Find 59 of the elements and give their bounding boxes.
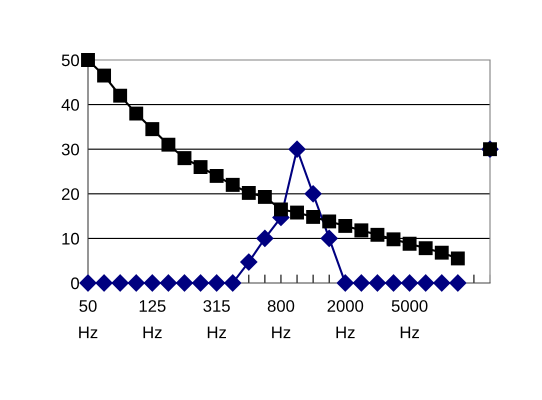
point [418,241,433,256]
point [368,274,386,292]
point [290,206,304,220]
point [322,214,336,228]
point [161,138,176,152]
x-tick-label: 50 Hz [79,300,98,338]
point [306,210,320,224]
point [320,230,338,247]
point [240,253,258,271]
point [224,274,242,292]
point [129,106,144,120]
x-tick-label: 5000 Hz [392,300,428,338]
point [402,236,417,251]
point [194,160,208,174]
point [226,178,240,192]
point [384,274,402,292]
x-tick-label: 2000 Hz [328,300,364,338]
y-tick-label: 30 [62,144,80,156]
point [336,274,354,292]
point [210,169,224,183]
point [208,274,226,292]
x-tick-label: 125 Hz [140,300,166,338]
point [192,274,210,292]
point [242,186,256,200]
point [81,53,95,67]
point [178,151,192,166]
point [97,68,112,83]
point [370,228,384,242]
point [449,274,466,292]
point [160,274,177,292]
point [79,274,97,292]
point [113,88,128,103]
point [258,190,272,204]
point [112,274,129,292]
x-tick-label: 315 Hz [203,300,230,338]
point [144,274,161,292]
point [304,185,322,202]
y-tick-label: 20 [62,188,80,200]
point [176,274,194,292]
point [401,274,418,292]
point [417,274,434,292]
point [274,202,288,216]
y-tick-label: 0 [71,277,80,290]
y-tick-label: 10 [62,232,80,245]
point [338,218,352,233]
y-tick-label: 40 [62,99,80,111]
point [128,274,145,292]
point [386,232,400,246]
point [434,246,449,260]
point [96,274,113,292]
point [352,274,370,292]
point [256,230,274,247]
y-tick-label: 50 [62,54,80,66]
point [433,274,450,292]
point [354,223,368,238]
point [288,140,306,158]
x-tick-label: 800 Hz [268,300,294,338]
point [450,252,465,266]
point [145,122,160,136]
